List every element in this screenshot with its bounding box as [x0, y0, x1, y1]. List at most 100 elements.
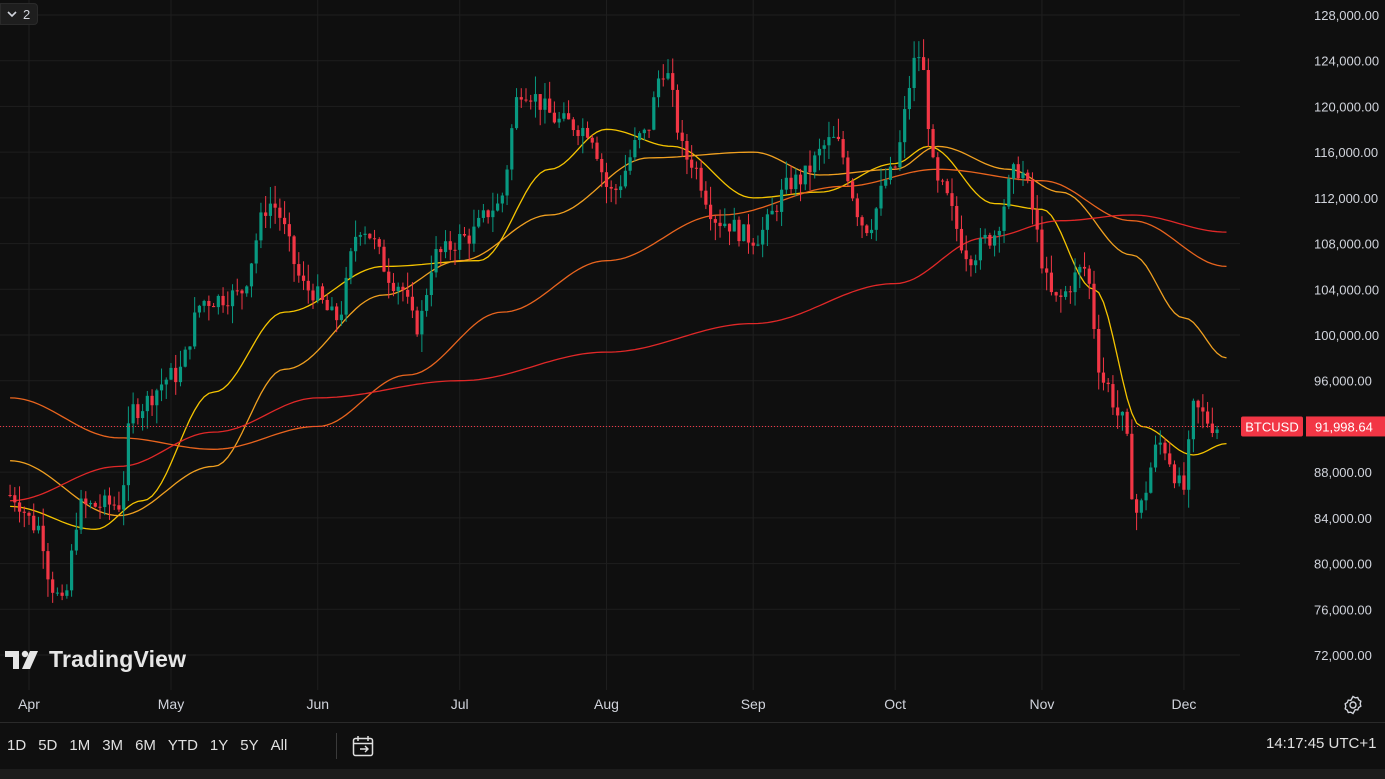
candle-body — [13, 495, 17, 503]
x-tick-label: Sep — [741, 696, 766, 712]
candle-body — [1040, 229, 1044, 269]
calendar-goto-icon[interactable] — [351, 734, 375, 758]
candle-body — [1139, 500, 1143, 513]
clock-timezone[interactable]: 14:17:45 UTC+1 — [1266, 735, 1377, 752]
x-tick-label: Dec — [1171, 696, 1196, 712]
candle-body — [197, 305, 201, 313]
candle-body — [751, 242, 755, 246]
candle-body — [434, 249, 438, 273]
candle-body — [1106, 382, 1110, 385]
candle-body — [1153, 444, 1158, 468]
candle-body — [595, 142, 599, 159]
settings-gear-icon[interactable] — [1343, 695, 1363, 715]
candle-body — [675, 89, 680, 133]
x-tick-label: Jul — [451, 696, 469, 712]
y-tick-label: 80,000.00 — [1314, 557, 1372, 572]
candle-body — [860, 217, 864, 226]
candle-body — [126, 423, 130, 486]
candle-body — [936, 157, 940, 181]
candle-body — [150, 395, 154, 406]
candle-body — [8, 495, 12, 496]
candle-body — [391, 282, 396, 292]
candle-body — [401, 286, 405, 290]
y-tick-label: 88,000.00 — [1314, 465, 1372, 480]
symbol-label: BTCUSD — [1245, 419, 1298, 434]
candle-body — [486, 210, 490, 218]
candle-body — [74, 529, 78, 551]
tradingview-logo-icon — [5, 650, 38, 669]
range-1y[interactable]: 1Y — [209, 737, 229, 754]
candle-body — [264, 212, 268, 216]
candle-body — [439, 249, 443, 253]
candle-body — [888, 166, 893, 180]
candle-body — [803, 165, 807, 185]
range-1m[interactable]: 1M — [69, 737, 91, 754]
candle-body — [1120, 411, 1124, 416]
candle-body — [997, 230, 1001, 236]
candle-body — [794, 174, 798, 190]
candle-body — [155, 390, 159, 406]
candle-body — [458, 234, 462, 250]
range-5d[interactable]: 5D — [38, 737, 58, 754]
candle-body — [680, 132, 684, 141]
range-6m[interactable]: 6M — [135, 737, 156, 754]
candle-body — [1163, 442, 1167, 454]
candle-body — [221, 295, 225, 306]
candle-body — [1210, 423, 1214, 433]
candle-body — [850, 181, 855, 199]
candle-body — [746, 224, 751, 243]
candle-body — [557, 118, 561, 123]
chevron-down-icon — [7, 10, 17, 17]
candle-body — [93, 502, 97, 507]
candle-body — [969, 259, 973, 266]
candle-body — [879, 185, 883, 209]
candle-body — [1158, 442, 1162, 445]
candle-body — [988, 234, 992, 246]
candle-body — [614, 188, 618, 191]
tradingview-logo[interactable]: TradingView — [5, 646, 186, 673]
candle-body — [510, 128, 514, 170]
candle-body — [353, 236, 358, 252]
candle-body — [495, 203, 500, 211]
candle-body — [477, 217, 481, 227]
candle-body — [69, 550, 74, 591]
range-1d[interactable]: 1D — [7, 737, 27, 754]
candle-body — [637, 133, 642, 140]
range-5y[interactable]: 5Y — [240, 737, 259, 754]
range-ytd[interactable]: YTD — [167, 737, 198, 754]
candle-body — [907, 87, 911, 110]
candle-body — [832, 136, 836, 138]
y-tick-label: 72,000.00 — [1314, 648, 1372, 663]
candle-body — [1007, 178, 1011, 207]
candle-body — [1049, 272, 1053, 293]
candle-body — [770, 210, 774, 215]
candle-body — [789, 177, 793, 190]
collapse-indicators-button[interactable]: 2 — [0, 3, 39, 25]
candle-body — [1063, 291, 1068, 297]
x-tick-label: Apr — [18, 696, 40, 712]
x-tick-label: May — [158, 696, 184, 712]
candle-body — [140, 411, 145, 419]
candle-body — [41, 525, 45, 552]
candle-body — [765, 214, 769, 230]
candle-body — [1149, 467, 1153, 493]
candle-body — [865, 225, 869, 234]
candle-body — [590, 137, 594, 143]
candle-body — [1111, 384, 1115, 408]
candle-body — [813, 155, 817, 173]
y-tick-label: 100,000.00 — [1314, 328, 1379, 343]
candle-body — [656, 78, 661, 98]
candle-body — [443, 241, 448, 253]
range-3m[interactable]: 3M — [102, 737, 124, 754]
price-chart[interactable]: 128,000.00 124,000.00 120,000.00 116,000.00… — [0, 0, 1385, 722]
candle-body — [1059, 295, 1063, 297]
candle-body — [316, 286, 320, 301]
candle-body — [268, 203, 272, 216]
candle-body — [117, 505, 121, 510]
candle-body — [349, 251, 353, 278]
range-all[interactable]: All — [270, 737, 288, 754]
toolbar-divider — [336, 733, 337, 759]
candle-body — [112, 504, 116, 506]
candle-body — [1134, 499, 1139, 513]
date-range-group: 1D 5D 1M 3M 6M YTD 1Y 5Y All — [0, 735, 293, 757]
